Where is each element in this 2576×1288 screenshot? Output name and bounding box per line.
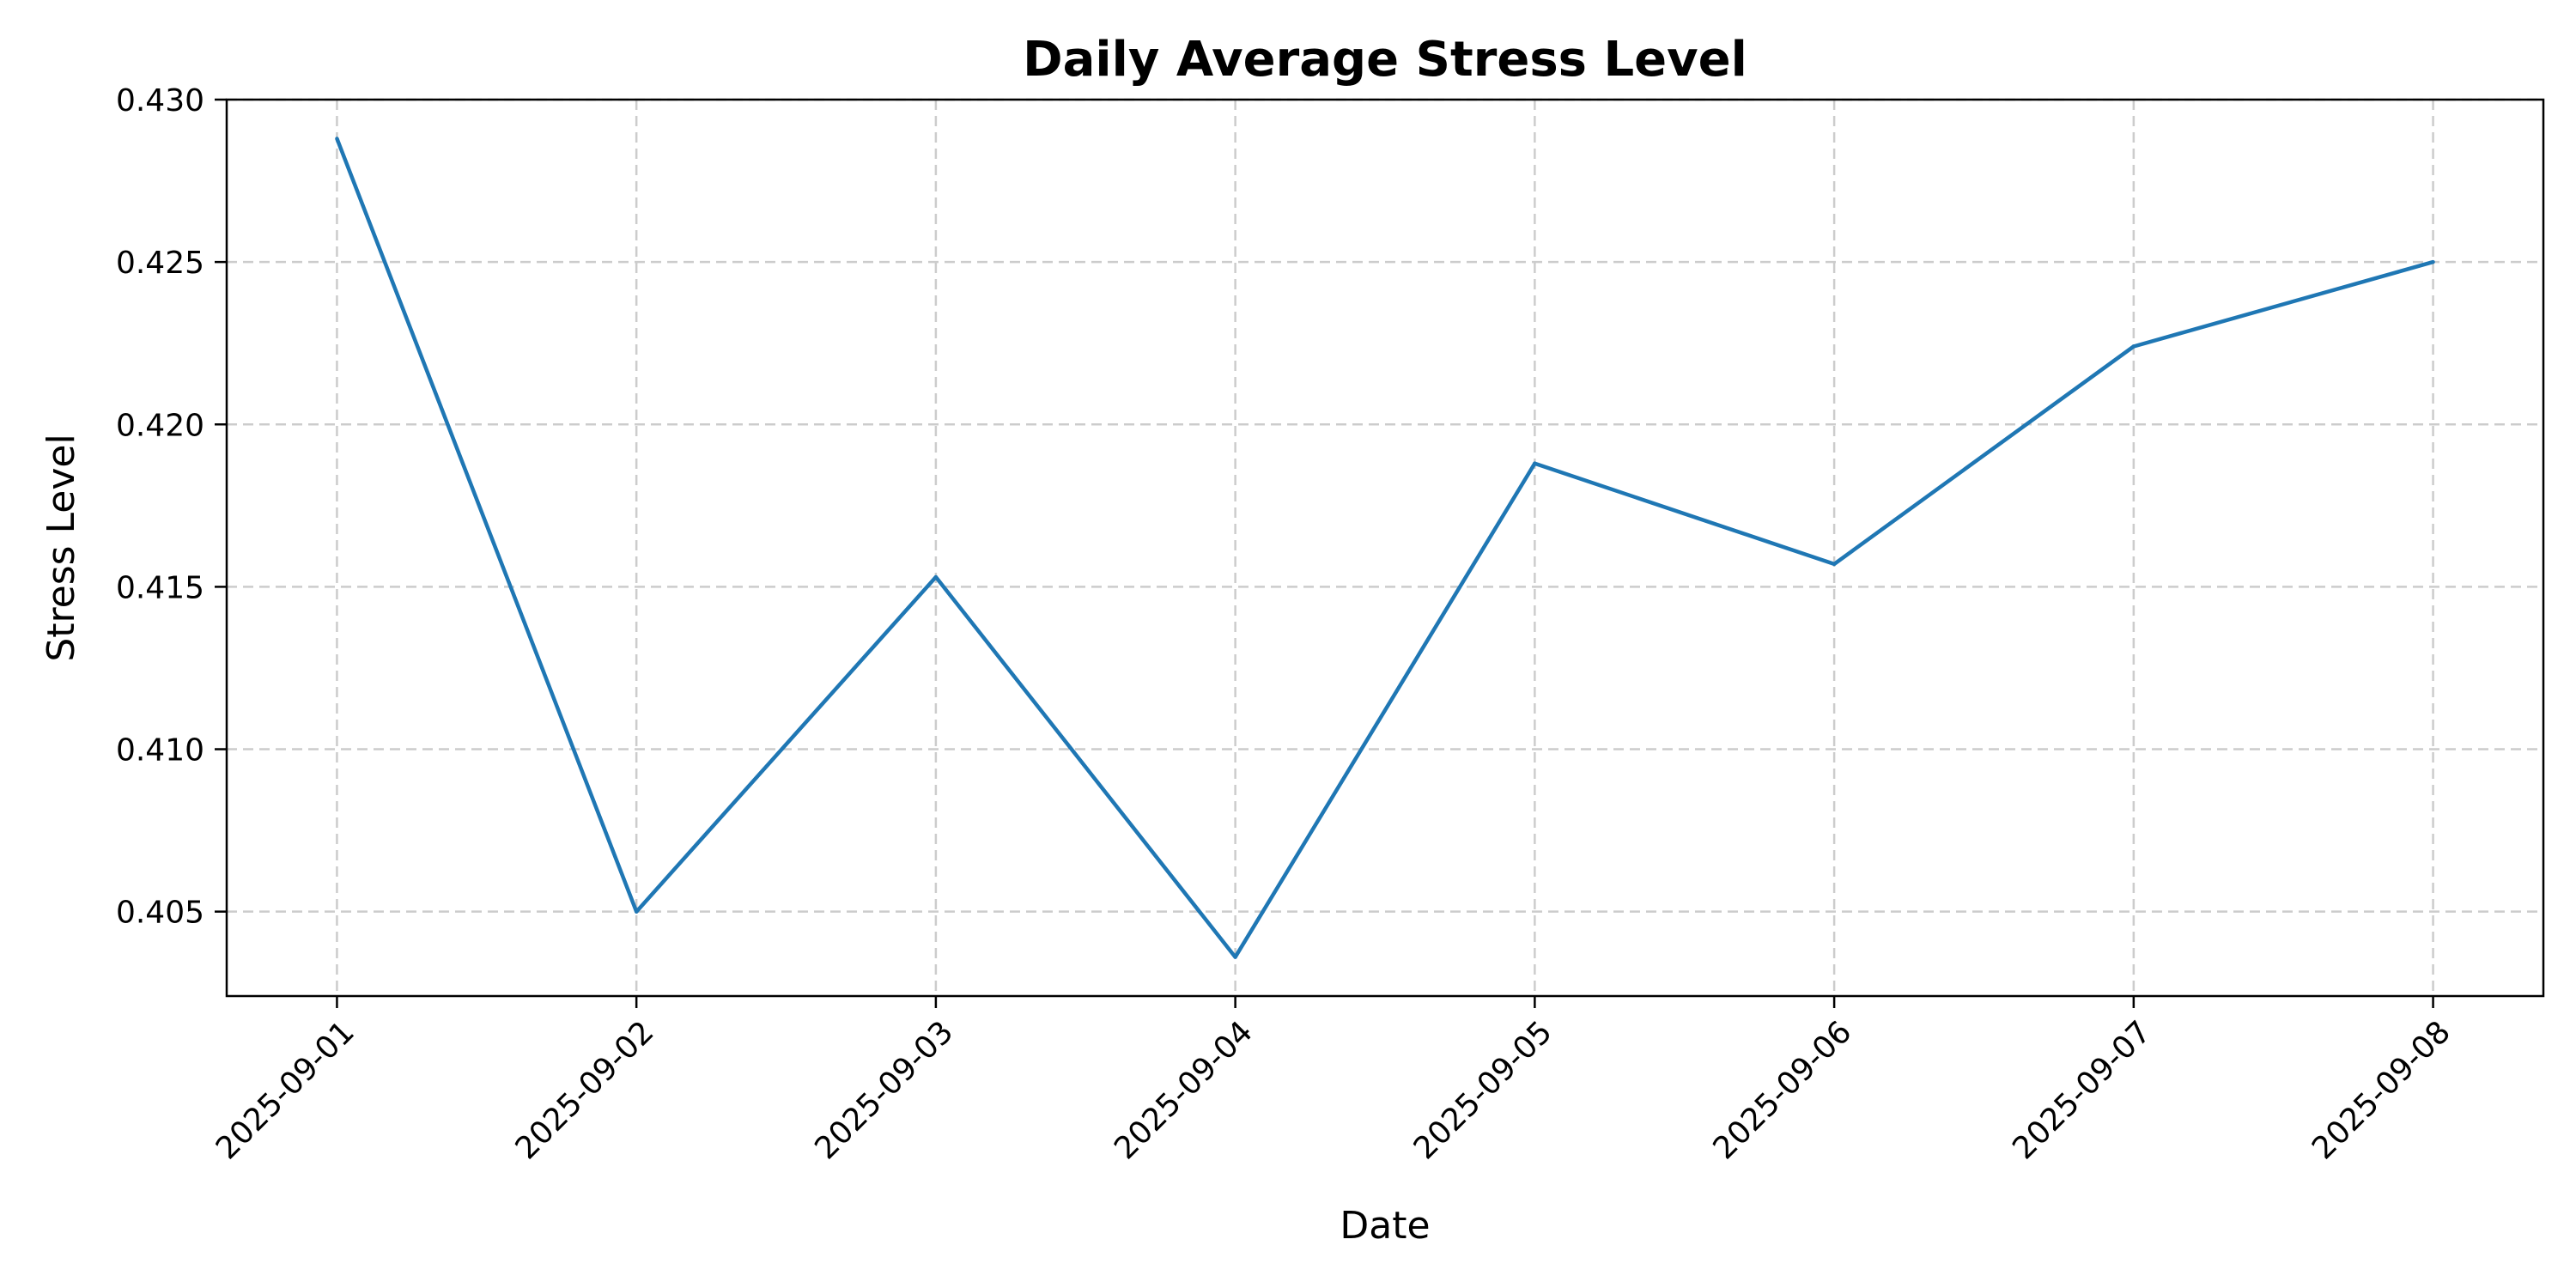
y-tick-label: 0.430 [116,83,204,118]
y-tick-label: 0.405 [116,896,204,931]
y-tick-label: 0.410 [116,733,204,769]
y-tick-label: 0.415 [116,570,204,605]
y-tick-label: 0.420 [116,408,204,443]
plot-frame [225,98,2545,998]
data-point [1832,562,1837,567]
chart-title: Daily Average Stress Level [1023,32,1747,88]
y-axis-label: Stress Level [39,434,83,661]
data-point [1233,955,1237,959]
data-point [1533,461,1537,465]
data-point [2431,259,2435,264]
data-point [933,574,939,580]
series-group [335,137,2435,959]
series-line [335,137,2434,959]
data-point [634,909,639,914]
data-point [335,137,339,141]
x-axis-label: Date [1340,1204,1430,1248]
y-tick-label: 0.425 [116,246,204,281]
data-point [2131,344,2136,349]
